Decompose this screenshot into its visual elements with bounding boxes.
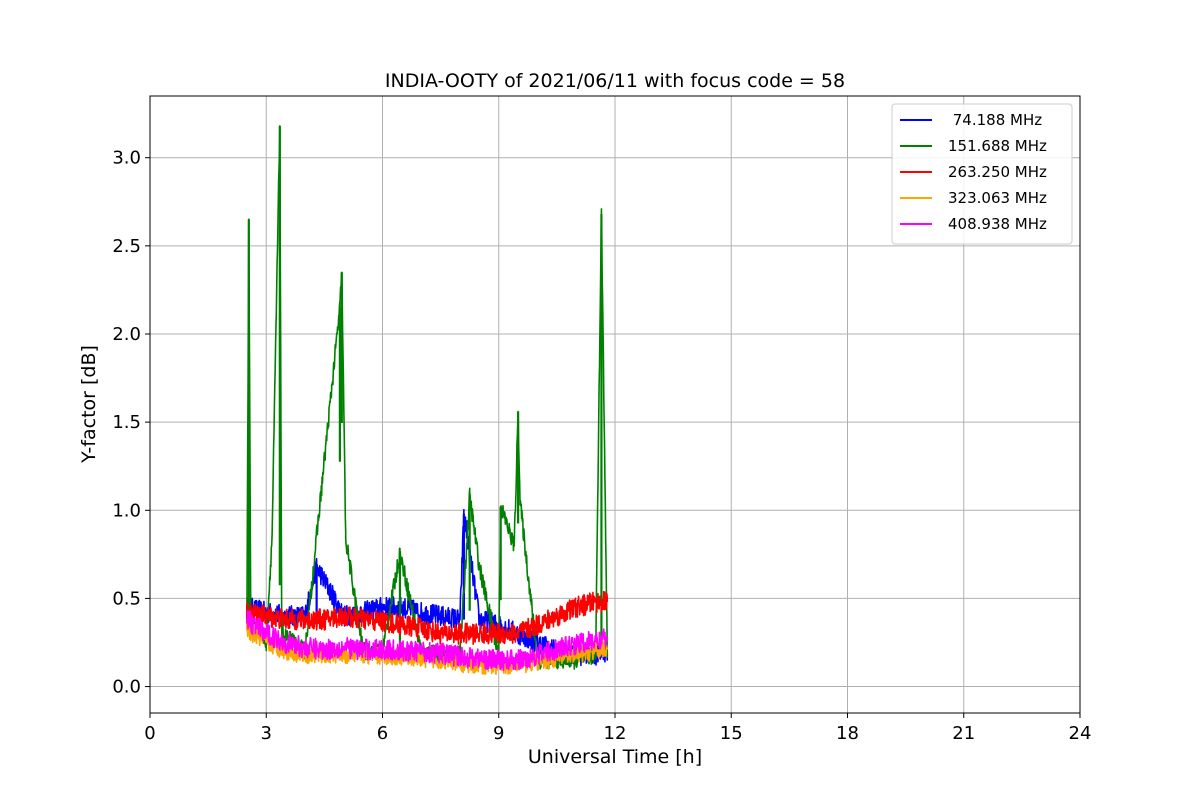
series-group <box>246 125 609 676</box>
y-tick-label: 2.0 <box>112 324 141 345</box>
legend-label: 263.250 MHz <box>948 163 1047 181</box>
chart-title: INDIA-OOTY of 2021/06/11 with focus code… <box>385 70 845 92</box>
y-tick-label: 0.0 <box>112 677 141 698</box>
legend: 74.188 MHz 151.688 MHz 263.250 MHz 323.063 … <box>891 103 1073 245</box>
grid <box>149 96 1081 713</box>
legend-label: 74.188 MHz <box>948 111 1042 129</box>
y-axis-label: Y-factor [dB] <box>78 345 100 464</box>
series-151-688-mhz <box>246 125 609 670</box>
x-tick-label: 15 <box>720 723 743 744</box>
series-408-938-mhz <box>246 610 609 672</box>
y-tick-label: 2.5 <box>112 236 141 257</box>
legend-box <box>891 103 1073 245</box>
x-tick-label: 0 <box>144 723 155 744</box>
x-tick-label: 21 <box>952 723 975 744</box>
x-tick-label: 12 <box>604 723 627 744</box>
x-tick-label: 6 <box>377 723 388 744</box>
y-tick-label: 3.0 <box>112 148 141 169</box>
x-tick-label: 24 <box>1069 723 1092 744</box>
axis-ticks: 0 3 6 9 12 15 18 21 24 0.0 0.5 1.0 1.5 2.0 2.5 3.0 <box>112 148 1091 744</box>
y-tick-label: 0.5 <box>112 588 141 609</box>
y-tick-label: 1.5 <box>112 412 141 433</box>
x-tick-label: 3 <box>261 723 272 744</box>
legend-label: 151.688 MHz <box>948 137 1047 155</box>
legend-label: 408.938 MHz <box>948 215 1047 233</box>
legend-label: 323.063 MHz <box>948 189 1047 207</box>
x-tick-label: 18 <box>836 723 859 744</box>
x-tick-label: 9 <box>493 723 504 744</box>
y-tick-label: 1.0 <box>112 500 141 521</box>
series-263-250-mhz <box>246 590 609 646</box>
x-axis-label: Universal Time [h] <box>528 746 702 768</box>
